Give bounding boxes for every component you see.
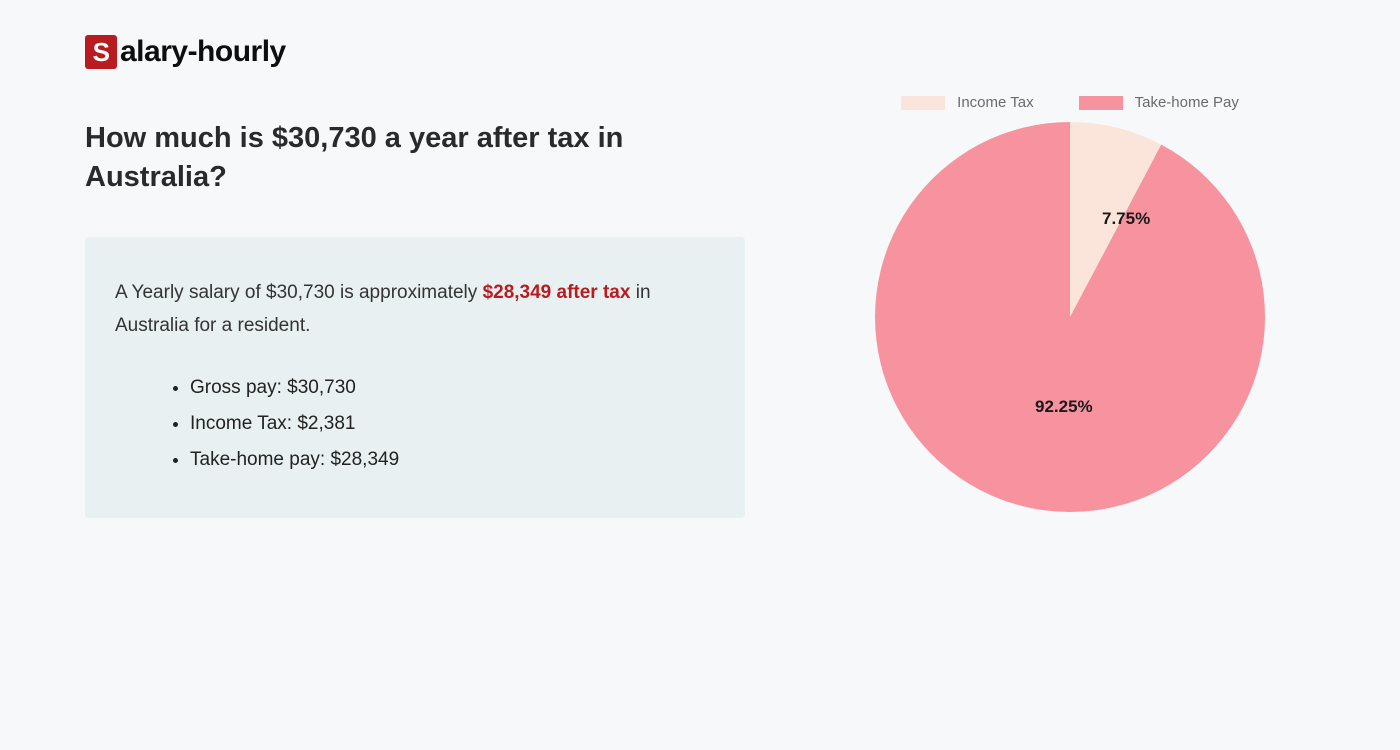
main-content: How much is $30,730 a year after tax in … — [85, 119, 1315, 518]
legend-swatch — [1079, 96, 1123, 110]
chart-column: Income Tax Take-home Pay 7.75% 92.25% — [825, 94, 1315, 518]
logo-badge: S — [85, 35, 117, 69]
list-item: Income Tax: $2,381 — [190, 406, 715, 442]
legend-swatch — [901, 96, 945, 110]
pie-svg — [870, 117, 1270, 517]
legend-item-income-tax: Income Tax — [901, 94, 1033, 111]
list-item: Gross pay: $30,730 — [190, 370, 715, 406]
site-logo: Salary-hourly — [85, 35, 1315, 69]
summary-list: Gross pay: $30,730 Income Tax: $2,381 Ta… — [115, 370, 715, 478]
legend-item-take-home: Take-home Pay — [1079, 94, 1239, 111]
summary-prefix: A Yearly salary of $30,730 is approximat… — [115, 282, 483, 303]
pie-slice-label: 7.75% — [1102, 209, 1150, 229]
pie-chart: 7.75% 92.25% — [870, 117, 1270, 517]
pie-slice — [875, 122, 1265, 512]
pie-slice-label: 92.25% — [1035, 397, 1093, 417]
summary-sentence: A Yearly salary of $30,730 is approximat… — [115, 277, 715, 342]
logo-text: alary-hourly — [120, 35, 286, 69]
list-item: Take-home pay: $28,349 — [190, 442, 715, 478]
summary-box: A Yearly salary of $30,730 is approximat… — [85, 237, 745, 518]
text-column: How much is $30,730 a year after tax in … — [85, 119, 745, 518]
page-heading: How much is $30,730 a year after tax in … — [85, 119, 745, 197]
legend-label: Income Tax — [957, 94, 1033, 111]
chart-legend: Income Tax Take-home Pay — [901, 94, 1239, 111]
legend-label: Take-home Pay — [1135, 94, 1239, 111]
summary-highlight: $28,349 after tax — [483, 282, 631, 303]
